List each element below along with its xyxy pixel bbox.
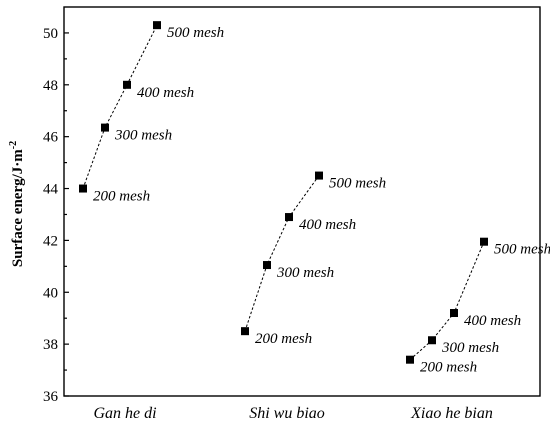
data-point-label: 500 mesh [329,176,386,192]
x-tick-label: Xiao he bian [410,405,493,422]
data-point [101,123,109,132]
data-point [263,261,271,270]
data-point-label: 500 mesh [494,242,550,258]
series-connector-line [82,24,158,189]
data-point-label: 200 mesh [420,360,477,376]
x-tick-label: Gan he di [93,405,156,422]
y-tick-label: 42 [43,233,58,249]
data-point-label: 400 mesh [137,85,194,101]
data-point [285,213,293,222]
data-point-label: 200 mesh [255,331,312,347]
x-axis: Gan he di Shi wu biao Xiao he bian [93,405,492,422]
y-tick-label: 48 [43,78,58,94]
series-connector-line [244,175,320,332]
plot-frame [63,6,541,397]
data-point-label: 300 mesh [441,340,499,356]
data-point-label: 300 mesh [276,265,334,281]
data-point [79,184,87,193]
data-point [480,237,488,246]
data-point-label: 200 mesh [93,189,150,205]
series-connector-line [409,241,485,361]
data-point [406,355,414,364]
y-tick-label: 36 [43,389,59,405]
data-point [123,80,131,89]
data-point [450,309,458,318]
plot-area-border [63,6,541,397]
y-axis-label: Surface energ/J·m-2 [8,141,26,267]
y-tick-label: 44 [43,182,59,198]
y-axis-label-text: Surface energ/J·m [10,149,26,267]
series-group: 200 mesh 300 mesh 400 mesh 500 mesh [241,171,386,347]
y-tick-label: 38 [43,337,58,353]
series-group: 200 mesh 300 mesh 400 mesh 500 mesh [79,21,224,205]
y-axis-label-superscript: -2 [8,141,19,149]
y-axis: 36 38 40 42 44 46 48 50 [43,26,69,405]
data-point [315,171,323,180]
data-point-label: 400 mesh [464,313,521,329]
data-point [241,327,249,336]
y-tick-label: 46 [43,130,59,146]
series-group: 200 mesh 300 mesh 400 mesh 500 mesh [406,237,550,376]
data-point [153,21,161,30]
data-point-label: 300 mesh [114,128,172,144]
y-tick-label: 50 [43,26,58,42]
data-point [428,336,436,345]
y-tick-label: 40 [43,285,58,301]
x-tick-label: Shi wu biao [249,405,325,422]
data-point-label: 500 mesh [167,25,224,41]
data-point-label: 400 mesh [299,217,356,233]
